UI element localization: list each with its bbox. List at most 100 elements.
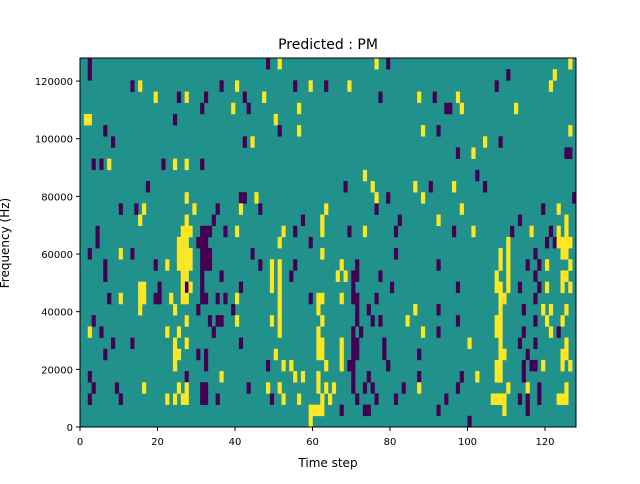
heatmap-cell-high [545,281,550,294]
heatmap-cell-high [316,292,321,305]
heatmap-cell-high [548,304,554,316]
heatmap-cell-low [533,270,538,282]
heatmap-cell-high [502,292,507,305]
heatmap-cell-high [328,393,333,405]
y-tick-label: 120000 [35,77,73,88]
heatmap-cell-high [560,236,565,249]
heatmap-cell-high [556,225,561,238]
heatmap-cell-high [277,382,282,394]
heatmap-cell-high [475,371,480,383]
heatmap-cell-low [107,292,112,305]
heatmap-cell-low [207,259,213,271]
heatmap-cell-high [184,292,189,305]
heatmap-cell-high [184,236,189,249]
heatmap-cell-high [564,337,569,350]
heatmap-cell-high [564,393,569,405]
heatmap-cell-low [289,270,294,282]
heatmap-cell-low [521,304,526,316]
heatmap-cell-high [320,225,325,238]
heatmap-cell-high [238,203,244,215]
heatmap-cell-low [444,102,449,115]
heatmap-cell-high [281,225,286,238]
heatmap-cell-high [173,304,178,316]
heatmap-cell-high [184,315,189,327]
heatmap-cell-high [506,270,511,282]
heatmap-cell-low [223,225,228,238]
heatmap-cell-high [343,270,348,282]
heatmap-cell-high [498,315,503,327]
heatmap-cell-high [180,225,185,238]
heatmap-cell-high [87,326,92,338]
heatmap-cell-low [134,203,139,215]
heatmap-cell-high [180,236,185,249]
heatmap-cell-low [537,382,542,394]
heatmap-cell-high [564,382,569,394]
heatmap-cell-low [351,270,356,282]
heatmap-cell-high [560,359,565,372]
heatmap-cell-low [200,259,205,271]
y-axis-label: Frequency (Hz) [0,198,12,289]
heatmap-cell-low [455,315,461,327]
heatmap-cell-low [258,259,263,271]
heatmap-cell-high [545,315,550,327]
heatmap-cell-low [211,214,216,227]
heatmap-cell-low [351,371,356,383]
heatmap-cell-high [273,113,278,126]
heatmap-cell-low [351,281,356,294]
heatmap-cell-low [359,326,364,338]
heatmap-cell-high [176,326,182,338]
heatmap-cell-low [506,69,511,81]
heatmap-cell-low [246,382,251,394]
x-axis-ticks: 0 20 40 60 80 100 120 [77,427,555,448]
heatmap-cell-low [390,281,395,294]
heatmap-cell-high [525,382,530,394]
y-tick-label: 80000 [41,192,73,203]
heatmap-cell-high [235,80,240,92]
heatmap-cell-high [184,192,189,204]
x-tick-label: 120 [535,437,554,448]
heatmap-cell-low [207,248,213,260]
heatmap-cell-high [308,415,313,428]
heatmap-cell-high [483,136,488,148]
heatmap-cell-high [316,304,321,316]
heatmap-cell-low [87,58,92,70]
heatmap-cell-low [200,248,205,260]
heatmap-cell-low [293,80,298,92]
heatmap-cell-high [324,359,329,372]
heatmap-cell-high [184,158,189,171]
heatmap-cell-high [180,248,185,260]
heatmap-cell-low [277,125,282,137]
heatmap-cell-high [331,382,337,394]
heatmap-cell-high [498,348,503,361]
heatmap-cell-high [417,91,422,104]
heatmap-cell-high [374,58,379,70]
heatmap-cell-high [176,382,182,394]
heatmap-cell-high [413,181,418,193]
heatmap-cell-low [351,382,356,394]
heatmap-cell-high [502,348,507,361]
heatmap-cell-low [362,404,368,417]
x-tick-label: 20 [151,437,164,448]
heatmap-cell-low [87,69,92,81]
heatmap-cell-low [548,225,554,238]
heatmap-cell-low [351,326,356,338]
heatmap-cell-high [494,281,499,294]
heatmap-cell-low [351,359,356,372]
heatmap-cell-high [138,292,143,305]
heatmap-cell-low [378,91,383,104]
heatmap-cell-low [258,203,263,215]
heatmap-cell-high [568,236,573,249]
heatmap-cell-high [494,315,499,327]
heatmap-cell-high [552,69,557,81]
heatmap-cell-high [335,270,340,282]
heatmap-cell-high [320,337,325,350]
chart-title: Predicted : PM [278,37,378,53]
heatmap-cell-low [436,259,441,271]
heatmap-cell-high [293,371,298,383]
heatmap-cell-high [498,371,503,383]
heatmap-cell-high [320,393,325,405]
heatmap-cell-high [494,326,499,338]
heatmap-cell-high [494,359,499,372]
heatmap-cell-high [169,292,174,305]
heatmap-cell-high [548,80,554,92]
